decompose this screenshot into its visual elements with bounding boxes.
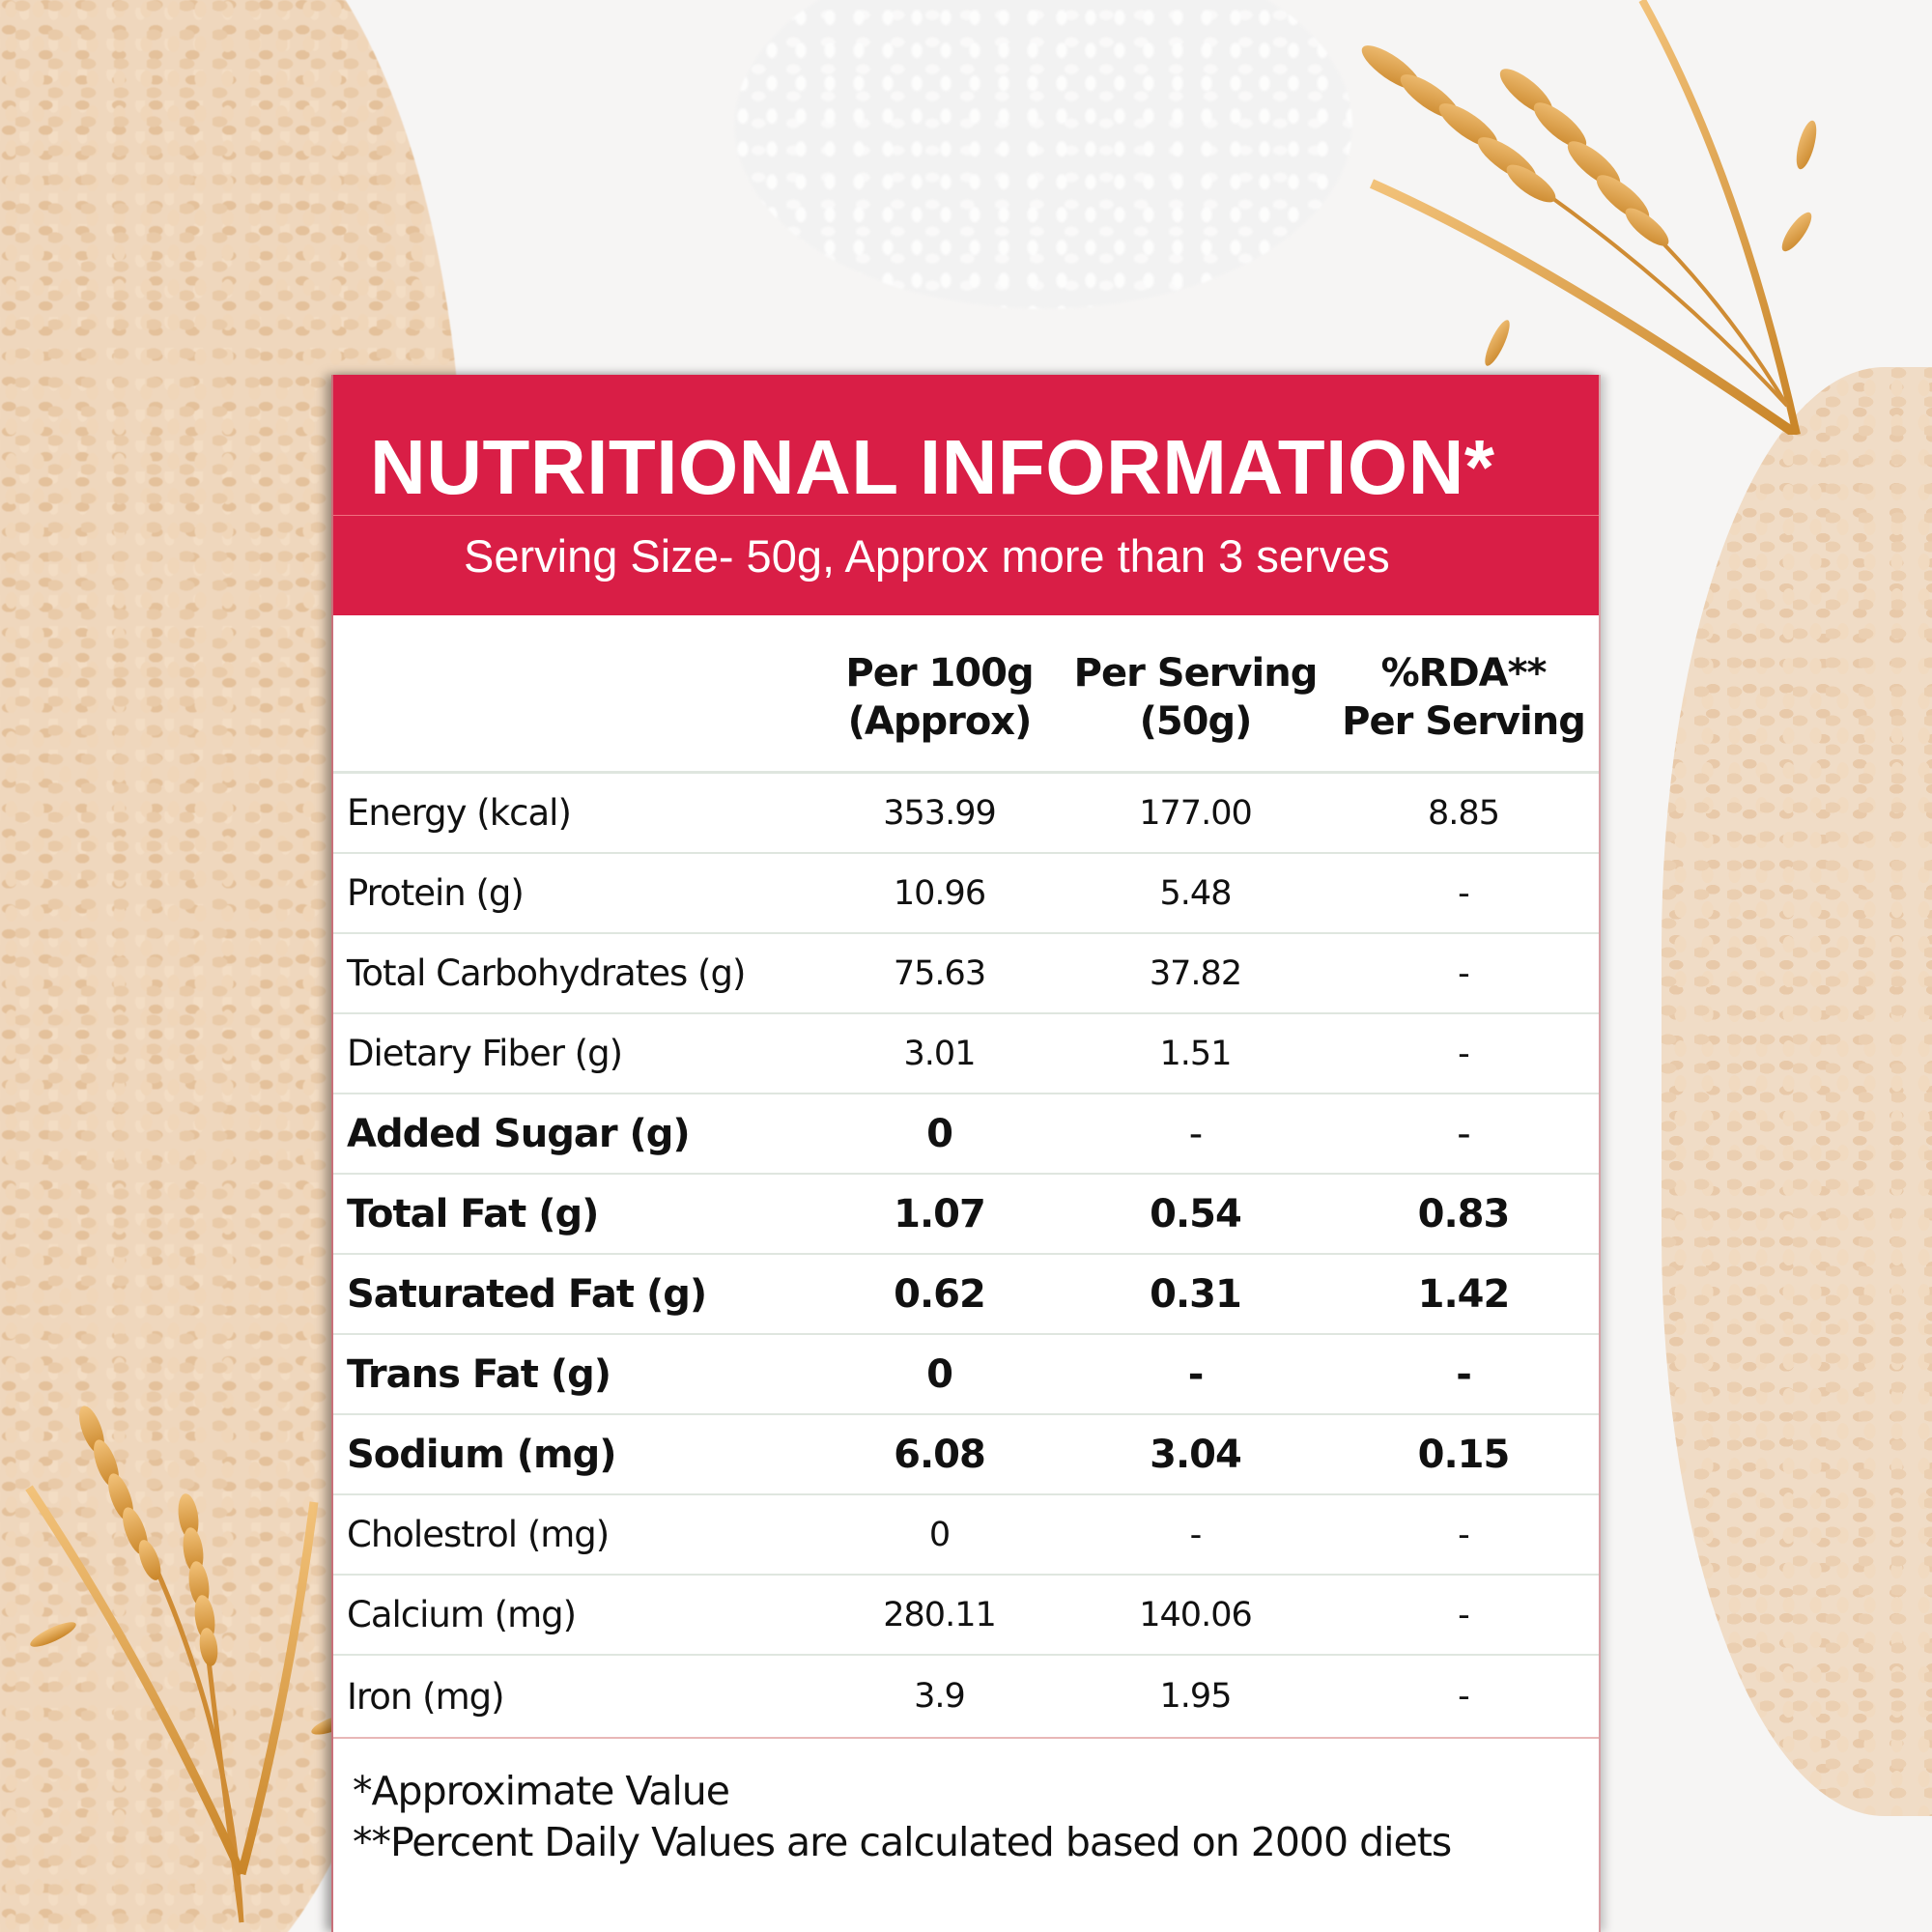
value-rda: 0.15 — [1328, 1414, 1599, 1495]
value-per-100g: 10.96 — [816, 853, 1063, 934]
header-divider — [333, 515, 1599, 516]
wheat-stalk-icon — [1361, 0, 1817, 435]
value-per-100g: 280.11 — [816, 1575, 1063, 1656]
value-per-serving: - — [1063, 1094, 1328, 1175]
value-per-serving: 177.00 — [1063, 772, 1328, 854]
value-per-serving: 37.82 — [1063, 933, 1328, 1014]
column-header-nutrient — [333, 615, 816, 774]
brown-rice-pile-right — [1662, 367, 1932, 1816]
value-per-serving: - — [1063, 1334, 1328, 1415]
nutrition-table: Per 100g (Approx) Per Serving (50g) %RDA… — [333, 615, 1599, 1739]
nutrient-name: Added Sugar (g) — [333, 1094, 816, 1175]
table-row: Energy (kcal) 353.99 177.00 8.85 — [333, 772, 1599, 854]
value-per-serving: 0.31 — [1063, 1254, 1328, 1335]
value-per-100g: 6.08 — [816, 1414, 1063, 1495]
nutrient-name: Cholestrol (mg) — [333, 1494, 816, 1576]
value-per-serving: - — [1063, 1494, 1328, 1576]
serving-size-text: Serving Size- 50g, Approx more than 3 se… — [464, 530, 1390, 582]
value-per-100g: 3.01 — [816, 1013, 1063, 1094]
page-title: NUTRITIONAL INFORMATION* — [370, 424, 1495, 510]
nutrient-name: Dietary Fiber (g) — [333, 1013, 816, 1094]
value-per-serving: 1.95 — [1063, 1655, 1328, 1739]
wheat-stalk-icon — [25, 1406, 386, 1923]
value-rda: - — [1328, 1334, 1599, 1415]
footnote-approximate: *Approximate Value — [353, 1768, 730, 1814]
table-header-row: Per 100g (Approx) Per Serving (50g) %RDA… — [333, 615, 1599, 774]
value-rda: - — [1328, 853, 1599, 934]
table-row: Total Fat (g) 1.07 0.54 0.83 — [333, 1174, 1599, 1255]
footnotes: *Approximate Value **Percent Daily Value… — [353, 1766, 1452, 1868]
nutrition-facts-card: NUTRITIONAL INFORMATION* Serving Size- 5… — [331, 375, 1601, 1932]
nutrient-name: Energy (kcal) — [333, 772, 816, 854]
table-row: Iron (mg) 3.9 1.95 - — [333, 1655, 1599, 1739]
value-per-serving: 5.48 — [1063, 853, 1328, 934]
value-per-serving: 140.06 — [1063, 1575, 1328, 1656]
nutrient-name: Protein (g) — [333, 853, 816, 934]
value-rda: 1.42 — [1328, 1254, 1599, 1335]
value-per-100g: 353.99 — [816, 772, 1063, 854]
table-row: Sodium (mg) 6.08 3.04 0.15 — [333, 1414, 1599, 1495]
value-per-serving: 3.04 — [1063, 1414, 1328, 1495]
column-header-rda: %RDA** Per Serving — [1328, 615, 1599, 774]
value-per-100g: 75.63 — [816, 933, 1063, 1014]
value-per-100g: 0 — [816, 1094, 1063, 1175]
nutrient-name: Total Fat (g) — [333, 1174, 816, 1255]
column-header-per-100g: Per 100g (Approx) — [816, 615, 1063, 774]
footnote-daily-values: **Percent Daily Values are calculated ba… — [353, 1819, 1452, 1865]
value-rda: 8.85 — [1328, 772, 1599, 854]
table-row: Protein (g) 10.96 5.48 - — [333, 853, 1599, 934]
table-row: Total Carbohydrates (g) 75.63 37.82 - — [333, 933, 1599, 1014]
table-row: Saturated Fat (g) 0.62 0.31 1.42 — [333, 1254, 1599, 1335]
value-rda: 0.83 — [1328, 1174, 1599, 1255]
column-header-per-serving: Per Serving (50g) — [1063, 615, 1328, 774]
table-row: Calcium (mg) 280.11 140.06 - — [333, 1575, 1599, 1656]
table-row: Cholestrol (mg) 0 - - — [333, 1494, 1599, 1576]
nutrient-name: Total Carbohydrates (g) — [333, 933, 816, 1014]
table-row: Trans Fat (g) 0 - - — [333, 1334, 1599, 1415]
value-per-100g: 1.07 — [816, 1174, 1063, 1255]
value-rda: - — [1328, 1013, 1599, 1094]
nutrient-name: Trans Fat (g) — [333, 1334, 816, 1415]
value-per-100g: 0.62 — [816, 1254, 1063, 1335]
value-rda: - — [1328, 933, 1599, 1014]
value-rda: - — [1328, 1575, 1599, 1656]
white-rice-pile-top — [734, 0, 1352, 309]
value-rda: - — [1328, 1094, 1599, 1175]
nutrient-name: Saturated Fat (g) — [333, 1254, 816, 1335]
value-rda: - — [1328, 1494, 1599, 1576]
value-per-serving: 1.51 — [1063, 1013, 1328, 1094]
card-header: NUTRITIONAL INFORMATION* Serving Size- 5… — [333, 375, 1599, 615]
nutrient-name: Calcium (mg) — [333, 1575, 816, 1656]
nutrient-name: Iron (mg) — [333, 1655, 816, 1739]
table-row: Dietary Fiber (g) 3.01 1.51 - — [333, 1013, 1599, 1094]
value-per-100g: 3.9 — [816, 1655, 1063, 1739]
value-per-100g: 0 — [816, 1334, 1063, 1415]
value-rda: - — [1328, 1655, 1599, 1739]
nutrient-name: Sodium (mg) — [333, 1414, 816, 1495]
table-row: Added Sugar (g) 0 - - — [333, 1094, 1599, 1175]
value-per-serving: 0.54 — [1063, 1174, 1328, 1255]
value-per-100g: 0 — [816, 1494, 1063, 1576]
